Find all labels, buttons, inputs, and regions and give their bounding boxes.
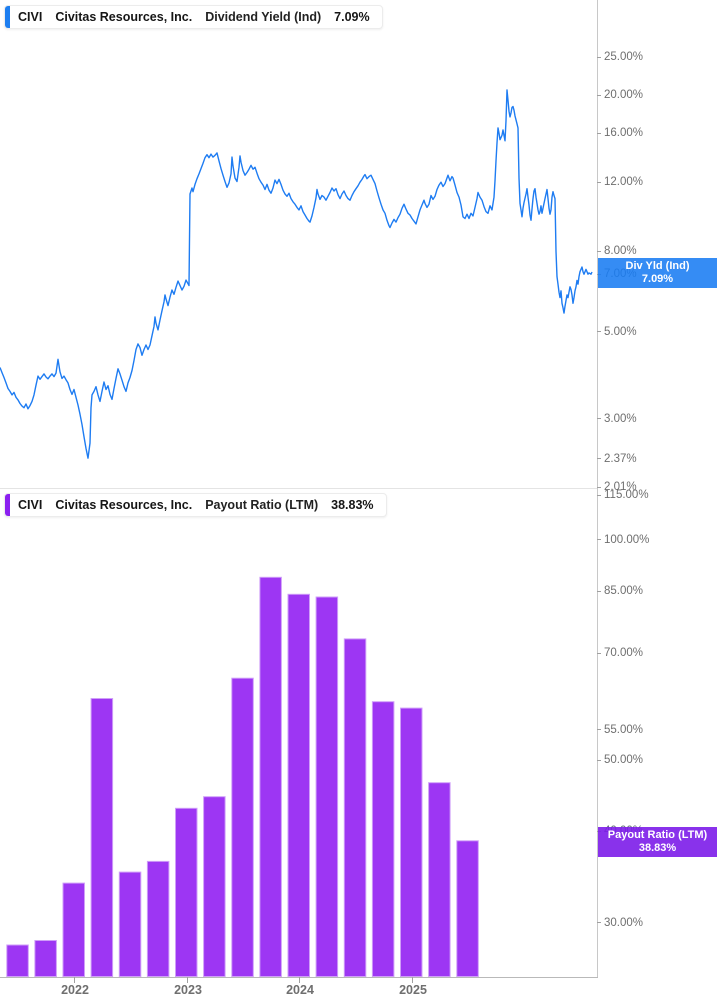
- y-axis-tick: [597, 251, 601, 252]
- y-axis-label: 100.00%: [604, 534, 650, 546]
- y-axis-label: 3.00%: [604, 413, 637, 425]
- payout-bar-2022-Q3[interactable]: [118, 871, 142, 977]
- badge-label: Div Yld (Ind): [625, 260, 690, 272]
- payout-bar-2022-Q2[interactable]: [90, 698, 114, 977]
- y-axis-tick: [597, 591, 601, 592]
- x-axis-year-label: 2024: [286, 983, 314, 997]
- metric-value: 7.09%: [334, 10, 370, 24]
- x-axis-tick: [74, 977, 75, 983]
- panel-divider: [0, 488, 597, 489]
- blue-accent-bar: [5, 6, 10, 28]
- badge-label: Payout Ratio (LTM): [607, 829, 708, 841]
- y-axis-tick: [597, 331, 601, 332]
- y-axis-label: 16.00%: [604, 127, 644, 139]
- y-axis-tick: [597, 922, 601, 923]
- y-axis-label: 12.00%: [604, 176, 644, 188]
- x-axis-tick: [412, 977, 413, 983]
- y-axis-label: 5.00%: [604, 326, 637, 338]
- y-axis-label: 70.00%: [604, 647, 644, 659]
- y-axis-tick: [597, 495, 601, 496]
- company-name: Civitas Resources, Inc.: [55, 10, 193, 24]
- y-axis-tick: [597, 487, 601, 488]
- payout-bar-2023-Q1[interactable]: [175, 807, 198, 977]
- metric-name: Dividend Yield (Ind): [205, 10, 322, 24]
- y-axis-label: 2.01%: [604, 481, 637, 493]
- x-axis-tick: [187, 977, 188, 983]
- right-axis-line: [597, 0, 598, 977]
- badge-value: 38.83%: [638, 842, 677, 854]
- y-axis-tick: [597, 653, 601, 654]
- payout-bar-2023-Q4[interactable]: [259, 576, 282, 977]
- y-axis-label: 8.00%: [604, 245, 637, 257]
- y-axis-tick: [597, 458, 601, 459]
- payout-bar-2025-Q3[interactable]: [456, 840, 479, 977]
- y-axis-label: 55.00%: [604, 724, 644, 736]
- payout-bar-2025-Q1[interactable]: [400, 707, 423, 977]
- payout-bar-2022-Q4[interactable]: [146, 860, 170, 978]
- metric-name: Payout Ratio (LTM): [205, 498, 319, 512]
- payout-ratio-chart[interactable]: [6, 576, 479, 978]
- y-axis-label: 25.00%: [604, 51, 644, 63]
- y-axis-label: 30.00%: [604, 917, 644, 929]
- y-axis-tick: [597, 133, 601, 134]
- ticker-symbol: CIVI: [18, 498, 43, 512]
- payout-bar-2024-Q3[interactable]: [343, 638, 367, 978]
- payout-bar-2024-Q2[interactable]: [315, 596, 339, 977]
- x-axis-year-label: 2025: [399, 983, 427, 997]
- x-axis-year-label: 2022: [61, 983, 89, 997]
- purple-accent-bar: [5, 494, 10, 516]
- y-axis-label: 50.00%: [604, 754, 644, 766]
- dividend-yield-line: [0, 89, 593, 459]
- payout-bar-2023-Q2[interactable]: [203, 796, 226, 978]
- payout-bar-2021-Q4[interactable]: [34, 940, 57, 977]
- dividend-yield-legend-chip[interactable]: CIVI Civitas Resources, Inc. Dividend Yi…: [4, 5, 383, 29]
- ticker-symbol: CIVI: [18, 10, 43, 24]
- payout-ratio-legend-chip[interactable]: CIVI Civitas Resources, Inc. Payout Rati…: [4, 493, 387, 517]
- y-axis-tick: [597, 95, 601, 96]
- y-axis-label: 85.00%: [604, 585, 644, 597]
- x-axis-tick: [299, 977, 300, 983]
- payout-bar-2025-Q2[interactable]: [428, 782, 451, 978]
- y-axis-label: 115.00%: [604, 489, 649, 501]
- payout-bar-2024-Q1[interactable]: [287, 593, 310, 977]
- y-axis-tick: [597, 418, 601, 419]
- y-axis-tick: [597, 760, 601, 761]
- company-name: Civitas Resources, Inc.: [55, 498, 193, 512]
- dividend-yield-chart[interactable]: [0, 89, 593, 459]
- y-axis-tick: [597, 729, 601, 730]
- payout-bar-2021-Q3[interactable]: [6, 944, 29, 977]
- badge-value: 7.09%: [641, 273, 674, 285]
- payout-bar-2022-Q1[interactable]: [62, 882, 85, 977]
- y-axis-label: 2.37%: [604, 453, 637, 465]
- y-axis-tick: [597, 182, 601, 183]
- x-axis-year-label: 2023: [174, 983, 202, 997]
- payout-ratio-last-value-badge: Payout Ratio (LTM) 38.83%: [598, 827, 717, 857]
- y-axis-tick: [597, 539, 601, 540]
- metric-value: 38.83%: [331, 498, 374, 512]
- payout-bar-2023-Q3[interactable]: [231, 677, 254, 977]
- payout-bar-2024-Q4[interactable]: [371, 701, 395, 977]
- y-axis-label: 20.00%: [604, 89, 644, 101]
- y-axis-tick: [597, 57, 601, 58]
- div-yld-last-value-badge: Div Yld (Ind) 7.09%: [598, 258, 717, 288]
